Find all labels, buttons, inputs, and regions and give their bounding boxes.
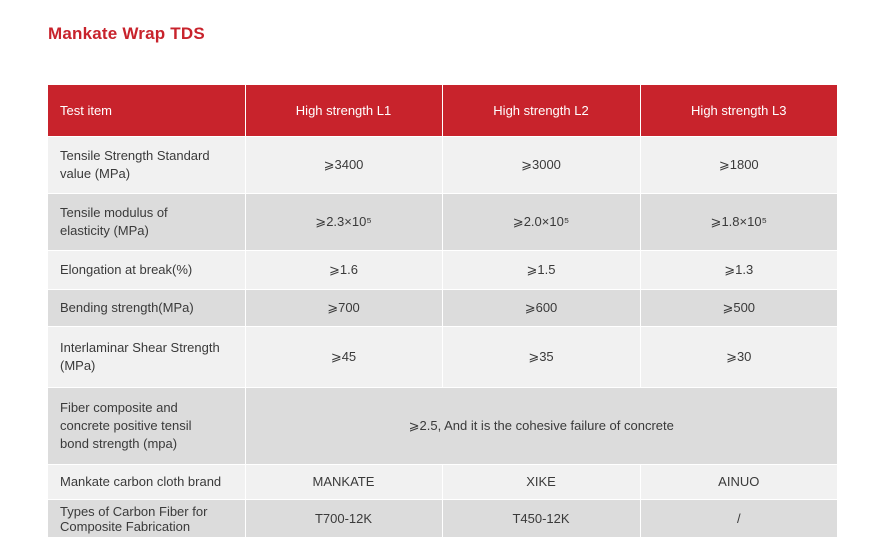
label-line: Tensile Strength Standard [60,148,210,163]
cell-l3: AINUO [640,464,837,500]
cell-l2: T450-12K [442,499,641,537]
table-row: Tensile modulus of elasticity (MPa) ⩾2.3×… [48,193,837,251]
cell-l2: ⩾1.5 [442,250,641,290]
cell-l2: ⩾2.0×10⁵ [442,193,641,251]
row-label: Mankate carbon cloth brand [48,464,246,500]
cell-l3: ⩾30 [640,326,837,388]
page-title: Mankate Wrap TDS [48,24,205,43]
table-row: Mankate carbon cloth brand MANKATE XIKE … [48,464,837,500]
label-line: Fiber composite and [60,400,178,415]
row-label: Elongation at break(%) [48,250,246,290]
header-l3: High strength L3 [640,85,837,137]
cell-l1: T700-12K [245,499,443,537]
table-row: Fiber composite and concrete positive ten… [48,387,837,465]
header-l1: High strength L1 [245,85,443,137]
table-header-row: Test item High strength L1 High strength… [48,85,837,137]
table-row: Bending strength(MPa) ⩾700 ⩾600 ⩾500 [48,289,837,327]
header-test-item: Test item [48,85,246,137]
cell-l3: ⩾500 [640,289,837,327]
cell-l3: ⩾1.3 [640,250,837,290]
row-label: Tensile Strength Standard value (MPa) [48,136,246,194]
label-line: Types of Carbon Fiber for [60,503,208,519]
row-label: Types of Carbon Fiber for Composite Fabri… [48,499,246,537]
cell-l3: / [640,499,837,537]
header-l2: High strength L2 [442,85,641,137]
tds-table: Test item High strength L1 High strength… [48,85,837,537]
cell-l2: ⩾3000 [442,136,641,194]
cell-l1: ⩾3400 [245,136,443,194]
label-line: elasticity (MPa) [60,223,149,238]
label-line: Tensile modulus of [60,205,168,220]
table-row: Tensile Strength Standard value (MPa) ⩾34… [48,136,837,194]
cell-l1: ⩾1.6 [245,250,443,290]
cell-l2: XIKE [442,464,641,500]
table-row: Interlaminar Shear Strength (MPa) ⩾45 ⩾35… [48,326,837,388]
cell-l2: ⩾35 [442,326,641,388]
label-line: Interlaminar Shear Strength [60,340,220,355]
merged-cell: ⩾2.5, And it is the cohesive failure of … [245,387,837,465]
cell-l1: ⩾700 [245,289,443,327]
label-line: value (MPa) [60,166,131,181]
row-label: Interlaminar Shear Strength (MPa) [48,326,246,388]
row-label: Tensile modulus of elasticity (MPa) [48,193,246,251]
label-line: concrete positive tensil [60,418,192,433]
label-line: Composite Fabrication [60,518,191,534]
table-row: Types of Carbon Fiber for Composite Fabri… [48,499,837,537]
cell-l3: ⩾1.8×10⁵ [640,193,837,251]
row-label: Fiber composite and concrete positive ten… [48,387,246,465]
label-line: (MPa) [60,358,96,373]
table-row: Elongation at break(%) ⩾1.6 ⩾1.5 ⩾1.3 [48,250,837,290]
label-line: bond strength (mpa) [60,436,178,451]
row-label: Bending strength(MPa) [48,289,246,327]
cell-l1: ⩾2.3×10⁵ [245,193,443,251]
cell-l3: ⩾1800 [640,136,837,194]
cell-l1: ⩾45 [245,326,443,388]
cell-l1: MANKATE [245,464,443,500]
cell-l2: ⩾600 [442,289,641,327]
